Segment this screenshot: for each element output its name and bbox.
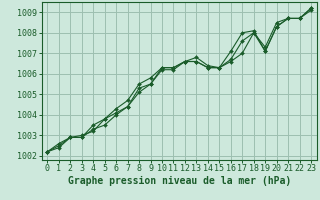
X-axis label: Graphe pression niveau de la mer (hPa): Graphe pression niveau de la mer (hPa) [68, 176, 291, 186]
